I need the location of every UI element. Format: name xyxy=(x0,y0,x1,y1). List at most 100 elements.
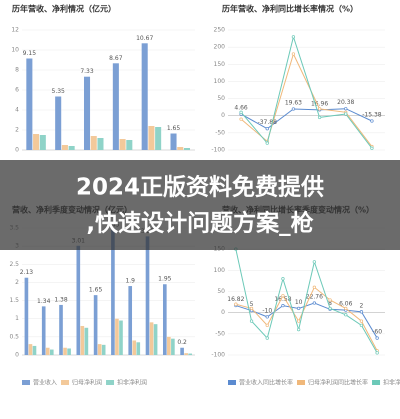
y-tick-label: 0 xyxy=(15,352,19,359)
bar xyxy=(49,349,54,355)
bar xyxy=(24,277,29,355)
y-tick-label: 2 xyxy=(15,279,19,286)
y-tick-label: 150 xyxy=(214,61,226,68)
bar xyxy=(55,96,62,150)
bar xyxy=(26,58,33,150)
banner-line: 2024正版资料免费提供 xyxy=(76,174,324,201)
legend-label: 归母净利润同比增长率 xyxy=(308,379,368,387)
point xyxy=(312,301,317,305)
bar xyxy=(115,318,119,355)
point xyxy=(344,306,348,311)
point xyxy=(317,107,322,111)
point xyxy=(344,313,348,317)
y-tick-label: 10 xyxy=(11,47,19,54)
y-tick-label: 100 xyxy=(214,78,226,85)
bar xyxy=(32,345,37,355)
bar xyxy=(45,347,50,355)
point xyxy=(234,302,238,306)
y-tick-label: 100 xyxy=(214,267,226,274)
line xyxy=(240,35,373,149)
bar xyxy=(184,353,188,355)
point xyxy=(297,306,301,311)
point xyxy=(249,306,254,311)
point xyxy=(297,319,301,323)
y-tick-label: 12 xyxy=(11,27,19,34)
legend-swatch xyxy=(106,380,115,385)
bar xyxy=(84,327,89,355)
legend-swatch xyxy=(22,380,30,385)
legend-label: 扣非净利润同比增长率 xyxy=(383,379,400,387)
y-tick-label: 4 xyxy=(15,107,19,114)
bar xyxy=(162,284,167,355)
legend-swatch xyxy=(61,380,70,385)
point xyxy=(375,336,379,340)
bar xyxy=(112,63,119,150)
data-label: -15.38 xyxy=(362,111,382,118)
data-label: 10.67 xyxy=(136,35,153,42)
point xyxy=(328,306,332,311)
legend-label: 扣非净利润 xyxy=(117,379,147,387)
y-tick-label: 0 xyxy=(15,147,19,154)
y-tick-label: 0 xyxy=(221,309,225,316)
y-tick-label: 2 xyxy=(15,127,19,134)
legend-swatch xyxy=(297,380,306,385)
data-label: 1.65 xyxy=(167,125,181,132)
data-label: 22.76 xyxy=(306,294,323,301)
point xyxy=(281,277,285,281)
data-label: 16.58 xyxy=(274,296,291,303)
bar xyxy=(39,135,46,150)
bar xyxy=(126,140,133,150)
data-label: 1.95 xyxy=(158,276,172,283)
bar xyxy=(59,304,63,355)
y-tick-label: 1.5 xyxy=(9,297,19,304)
bar xyxy=(188,353,193,355)
bar xyxy=(132,340,137,355)
data-label: -60 xyxy=(372,329,382,336)
point xyxy=(265,315,269,319)
point xyxy=(265,141,269,145)
point xyxy=(344,112,348,116)
point xyxy=(328,298,332,302)
bar xyxy=(101,344,106,355)
data-label: 1.9 xyxy=(125,278,135,285)
bar xyxy=(76,245,81,355)
data-label: 20.38 xyxy=(337,99,354,106)
point xyxy=(281,294,285,298)
bar xyxy=(63,347,67,355)
data-label: 2 xyxy=(360,302,364,309)
data-label: 19.63 xyxy=(285,99,302,106)
bar xyxy=(28,344,33,355)
legend-label: 营业收入 xyxy=(33,379,57,387)
point xyxy=(359,323,364,328)
legend-label: 营业收入同比增长率 xyxy=(239,379,293,387)
point xyxy=(312,285,317,289)
bar xyxy=(148,126,155,150)
y-tick-label: 50 xyxy=(217,95,225,102)
point xyxy=(291,107,296,111)
bar xyxy=(61,145,68,150)
y-tick-label: -50 xyxy=(215,129,225,136)
point xyxy=(281,303,285,308)
line xyxy=(235,286,378,352)
legend-swatch xyxy=(228,380,236,385)
data-label: 4.66 xyxy=(234,105,248,112)
y-tick-label: 8 xyxy=(15,67,19,74)
data-label: 16.82 xyxy=(227,296,244,303)
point xyxy=(239,117,243,121)
point xyxy=(265,323,269,328)
bar xyxy=(155,127,162,150)
data-label: 1.34 xyxy=(37,298,51,305)
bar xyxy=(119,139,126,150)
bar xyxy=(177,147,184,150)
bar xyxy=(97,344,102,355)
data-label: 1.38 xyxy=(54,296,68,303)
y-tick-label: 0 xyxy=(221,112,225,119)
data-label: 8 xyxy=(328,300,332,307)
point xyxy=(291,35,296,39)
chart-title: 历年营收、净利同比增长率情况（%） xyxy=(222,4,358,14)
point xyxy=(359,310,364,314)
data-label: 7.33 xyxy=(80,68,94,75)
y-tick-label: 6 xyxy=(15,87,19,94)
bar xyxy=(68,146,75,150)
data-label: 5 xyxy=(250,301,254,308)
